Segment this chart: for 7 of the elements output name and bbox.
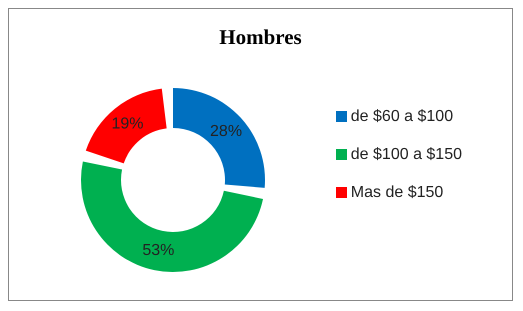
data-label: 28% xyxy=(210,122,242,140)
legend-label: de $60 a $100 xyxy=(350,108,454,124)
legend-label: Mas de $150 xyxy=(350,184,444,200)
data-label: 53% xyxy=(142,242,174,259)
legend-label: de $100 a $150 xyxy=(350,146,462,162)
data-label: 19% xyxy=(111,116,144,133)
chart-title: Hombres xyxy=(218,25,303,50)
